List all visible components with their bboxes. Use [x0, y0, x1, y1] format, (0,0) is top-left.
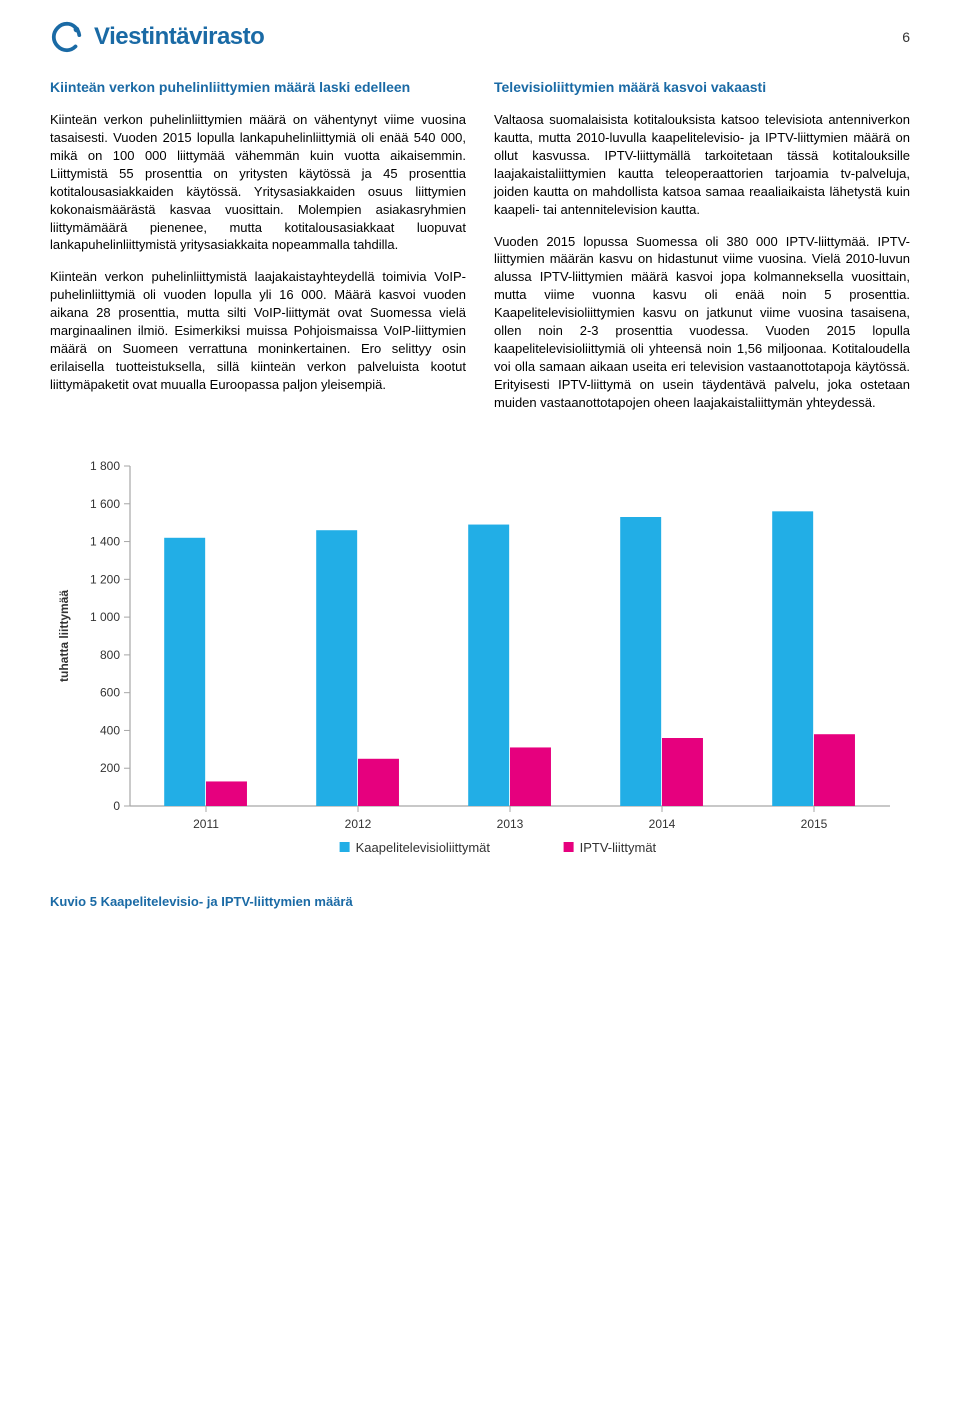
bar-chart: 0 200 400 600 800 1 000 1 200 1 400 1 600 1 800 tu… [50, 456, 910, 876]
chart-caption: Kuvio 5 Kaapelitelevisio- ja IPTV-liitty… [50, 894, 910, 909]
svg-text:2014: 2014 [649, 817, 676, 831]
svg-text:Kaapelitelevisioliittymät: Kaapelitelevisioliittymät [356, 840, 491, 855]
right-column: Televisioliittymien määrä kasvoi vakaast… [494, 78, 910, 426]
svg-text:2013: 2013 [497, 817, 524, 831]
svg-text:0: 0 [113, 799, 120, 813]
brand-logo-icon [50, 20, 84, 54]
svg-text:200: 200 [100, 761, 120, 775]
page-header: Viestintävirasto 6 [50, 20, 910, 54]
svg-text:1 600: 1 600 [90, 497, 120, 511]
left-para-1: Kiinteän verkon puhelinliittymien määrä … [50, 111, 466, 255]
right-para-1: Valtaosa suomalaisista kotitalouksista k… [494, 111, 910, 219]
svg-text:800: 800 [100, 648, 120, 662]
body-columns: Kiinteän verkon puhelinliittymien määrä … [50, 78, 910, 426]
left-column: Kiinteän verkon puhelinliittymien määrä … [50, 78, 466, 426]
brand-name: Viestintävirasto [94, 23, 264, 51]
svg-text:1 400: 1 400 [90, 534, 120, 548]
page-number: 6 [902, 29, 910, 45]
right-para-2: Vuoden 2015 lopussa Suomessa oli 380 000… [494, 233, 910, 412]
svg-text:400: 400 [100, 723, 120, 737]
svg-text:2011: 2011 [193, 817, 219, 831]
svg-text:tuhatta liittymää: tuhatta liittymää [57, 590, 71, 682]
svg-text:2015: 2015 [801, 817, 828, 831]
right-heading: Televisioliittymien määrä kasvoi vakaast… [494, 78, 910, 97]
brand: Viestintävirasto [50, 20, 264, 54]
svg-text:1 200: 1 200 [90, 572, 120, 586]
svg-text:IPTV-liittymät: IPTV-liittymät [580, 840, 657, 855]
chart-container: 0 200 400 600 800 1 000 1 200 1 400 1 600 1 800 tu… [50, 456, 910, 876]
svg-text:2012: 2012 [345, 817, 372, 831]
left-heading: Kiinteän verkon puhelinliittymien määrä … [50, 78, 466, 97]
svg-text:1 800: 1 800 [90, 459, 120, 473]
left-para-2: Kiinteän verkon puhelinliittymistä laaja… [50, 268, 466, 394]
svg-text:600: 600 [100, 686, 120, 700]
svg-text:1 000: 1 000 [90, 610, 120, 624]
